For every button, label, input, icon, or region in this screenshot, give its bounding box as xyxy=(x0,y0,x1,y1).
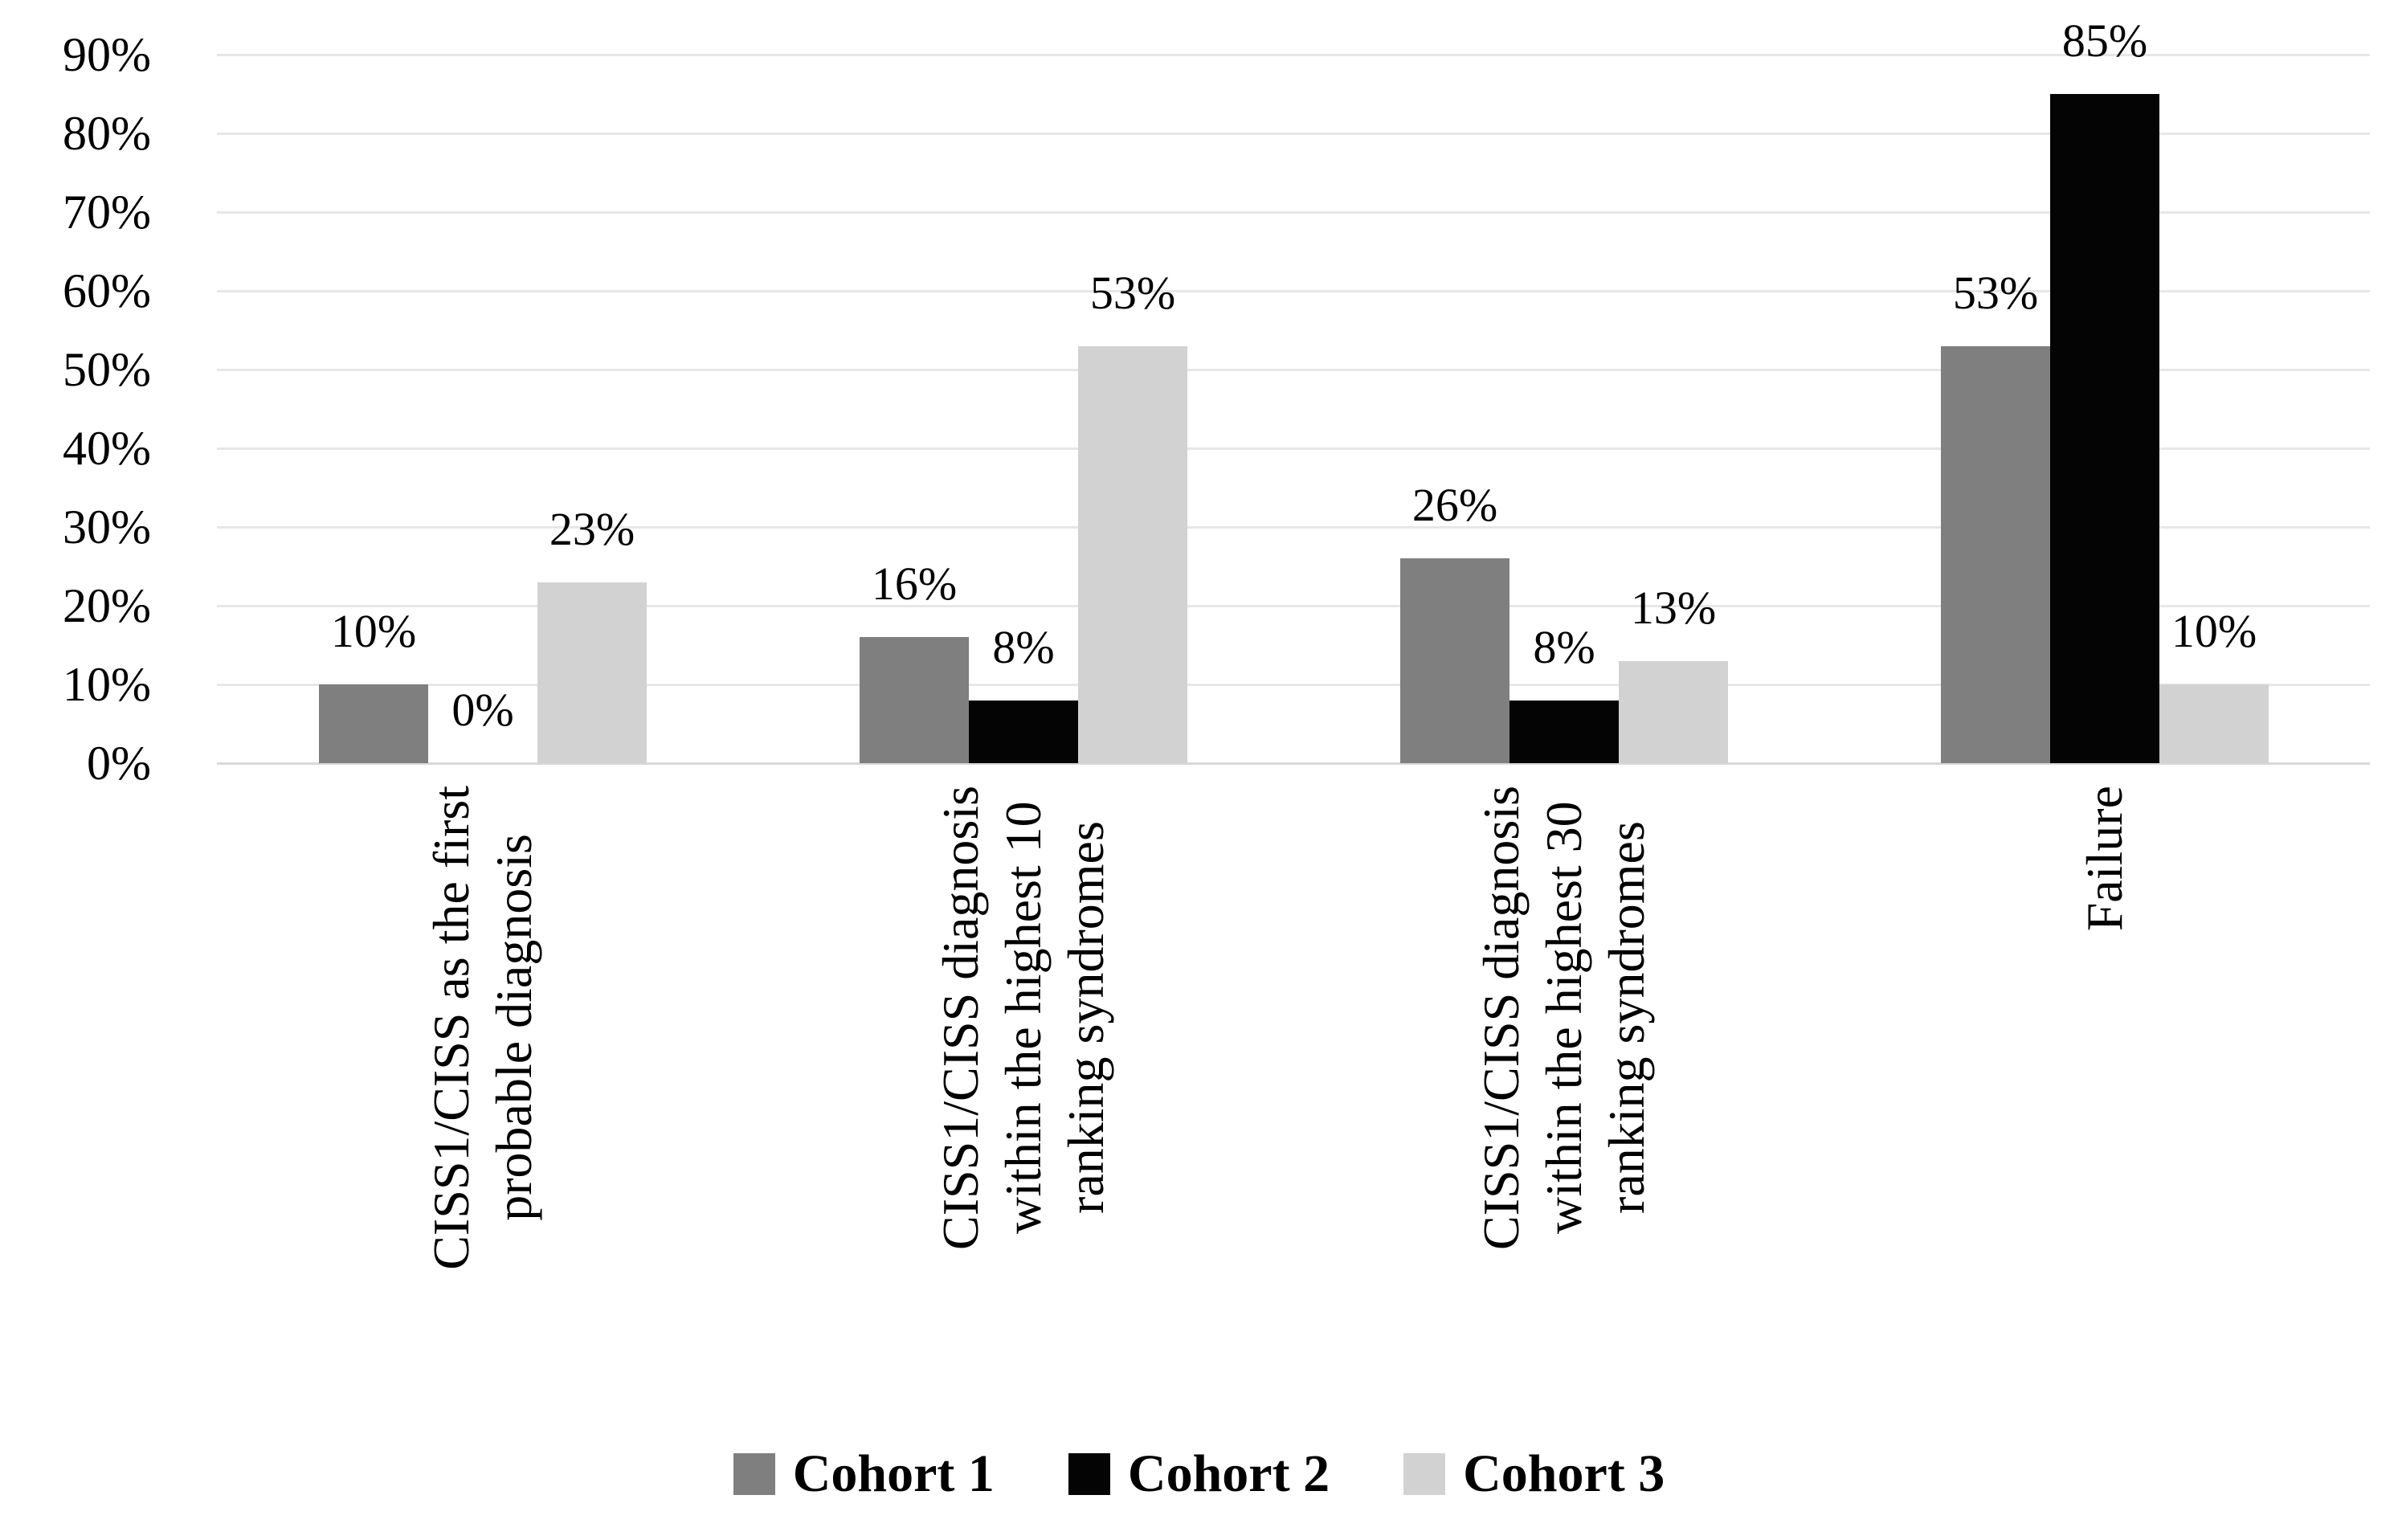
y-tick-label-60%: 60% xyxy=(63,264,151,317)
data-label-cohort3-group4: 10% xyxy=(2171,605,2257,657)
y-tick-label-80%: 80% xyxy=(63,107,151,160)
legend-label: Cohort 2 xyxy=(1127,1444,1330,1503)
data-label-cohort3-group2: 53% xyxy=(1089,267,1176,319)
y-tick-label-0%: 0% xyxy=(87,737,151,790)
legend: Cohort 1 Cohort 2 Cohort 3 xyxy=(0,1446,2398,1502)
y-tick-label-70%: 70% xyxy=(63,186,151,239)
data-label-cohort2-group4: 85% xyxy=(2061,14,2148,67)
gridline-10% xyxy=(217,684,2370,686)
bar-cohort3-group3 xyxy=(1619,661,1728,763)
x-category-label-2: CISS1/CISS diagnosis within the highest … xyxy=(932,786,1114,1250)
bar-cohort2-group4 xyxy=(2050,94,2159,763)
legend-label: Cohort 1 xyxy=(792,1444,995,1503)
data-label-cohort3-group3: 13% xyxy=(1630,582,1717,634)
bar-cohort3-group2 xyxy=(1078,346,1187,763)
legend-swatch-icon xyxy=(733,1453,775,1495)
data-label-cohort2-group1: 0% xyxy=(451,684,514,736)
gridline-40% xyxy=(217,447,2370,450)
y-tick-label-50%: 50% xyxy=(63,343,151,396)
bar-cohort2-group2 xyxy=(969,701,1078,763)
bar-cohort1-group3 xyxy=(1400,558,1509,763)
x-category-label-3: CISS1/CISS diagnosis within the highest … xyxy=(1473,786,1655,1250)
bar-cohort3-group4 xyxy=(2159,684,2269,763)
gridline-90% xyxy=(217,54,2370,56)
legend-swatch-icon xyxy=(1403,1453,1446,1495)
x-axis-line xyxy=(217,762,2370,765)
gridline-50% xyxy=(217,369,2370,371)
bar-cohort1-group2 xyxy=(860,637,969,763)
bar-cohort2-group3 xyxy=(1509,701,1619,763)
legend-swatch-icon xyxy=(1068,1453,1110,1495)
y-tick-label-20%: 20% xyxy=(63,579,151,632)
gridline-60% xyxy=(217,290,2370,292)
bar-cohort1-group1 xyxy=(319,684,428,763)
y-tick-label-40%: 40% xyxy=(63,422,151,475)
y-tick-label-90%: 90% xyxy=(63,28,151,81)
legend-item-cohort2: Cohort 2 xyxy=(1068,1446,1330,1502)
gridline-30% xyxy=(217,526,2370,529)
bar-cohort3-group1 xyxy=(537,582,647,763)
x-category-label-1: CISS1/CISS as the first probable diagnos… xyxy=(423,786,542,1270)
gridline-20% xyxy=(217,605,2370,607)
y-tick-label-30%: 30% xyxy=(63,500,151,554)
gridline-80% xyxy=(217,133,2370,135)
data-label-cohort3-group1: 23% xyxy=(549,503,635,555)
data-label-cohort2-group3: 8% xyxy=(1533,621,1595,673)
legend-item-cohort3: Cohort 3 xyxy=(1403,1446,1665,1502)
data-label-cohort1-group2: 16% xyxy=(871,558,958,610)
legend-item-cohort1: Cohort 1 xyxy=(733,1446,995,1502)
y-tick-label-10%: 10% xyxy=(63,658,151,711)
x-category-label-4: Failure xyxy=(2076,786,2133,932)
data-label-cohort2-group2: 8% xyxy=(992,621,1055,673)
gridline-70% xyxy=(217,211,2370,214)
data-label-cohort1-group1: 10% xyxy=(330,605,417,657)
data-label-cohort1-group4: 53% xyxy=(1952,267,2039,319)
data-label-cohort1-group3: 26% xyxy=(1411,479,1498,531)
bar-cohort1-group4 xyxy=(1941,346,2050,763)
legend-label: Cohort 3 xyxy=(1463,1444,1665,1503)
